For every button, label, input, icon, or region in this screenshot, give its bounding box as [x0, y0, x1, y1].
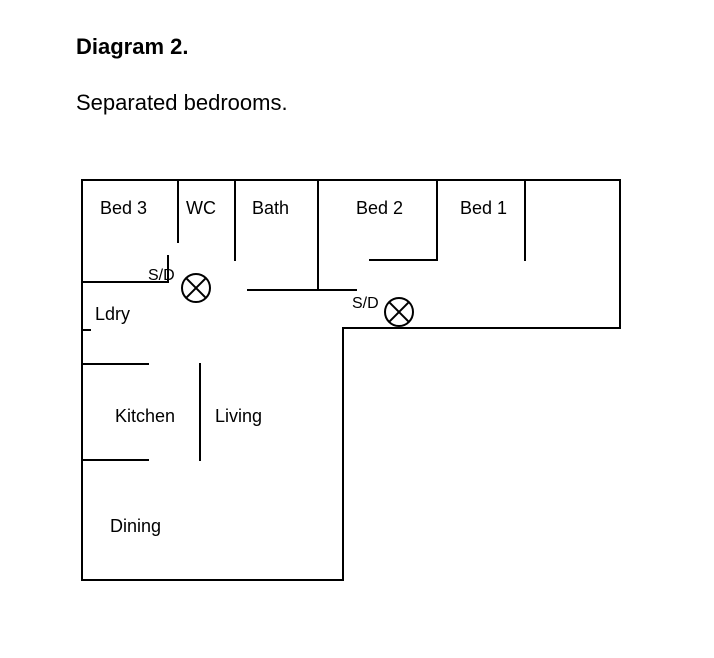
- page: Diagram 2. Separated bedrooms. Bed 3WCBa…: [0, 0, 714, 658]
- floorplan-labels: Bed 3 WC Bath Bed 2 Bed 1 Ldry Kitchen Living Di…: [95, 198, 507, 536]
- room-label-living: Living: [215, 406, 262, 426]
- room-label-wc: WC: [186, 198, 216, 218]
- floorplan-svg: Bed 3 WC Bath Bed 2 Bed 1 Ldry Kitchen Living Di…: [0, 0, 714, 658]
- sd-hallway-right: S/D: [352, 295, 413, 326]
- sd-hallway-left: S/D: [148, 267, 210, 302]
- room-label-dining: Dining: [110, 516, 161, 536]
- room-label-bed-2: Bed 2: [356, 198, 403, 218]
- room-label-kitchen: Kitchen: [115, 406, 175, 426]
- room-label-bed-1: Bed 1: [460, 198, 507, 218]
- room-label-bed-3: Bed 3: [100, 198, 147, 218]
- room-label-bath: Bath: [252, 198, 289, 218]
- room-label-ldry: Ldry: [95, 304, 130, 324]
- smoke-detectors: S/D S/D: [148, 267, 413, 326]
- floorplan-walls: [82, 180, 620, 580]
- smoke-detector-label: S/D: [148, 267, 175, 284]
- smoke-detector-label: S/D: [352, 295, 379, 312]
